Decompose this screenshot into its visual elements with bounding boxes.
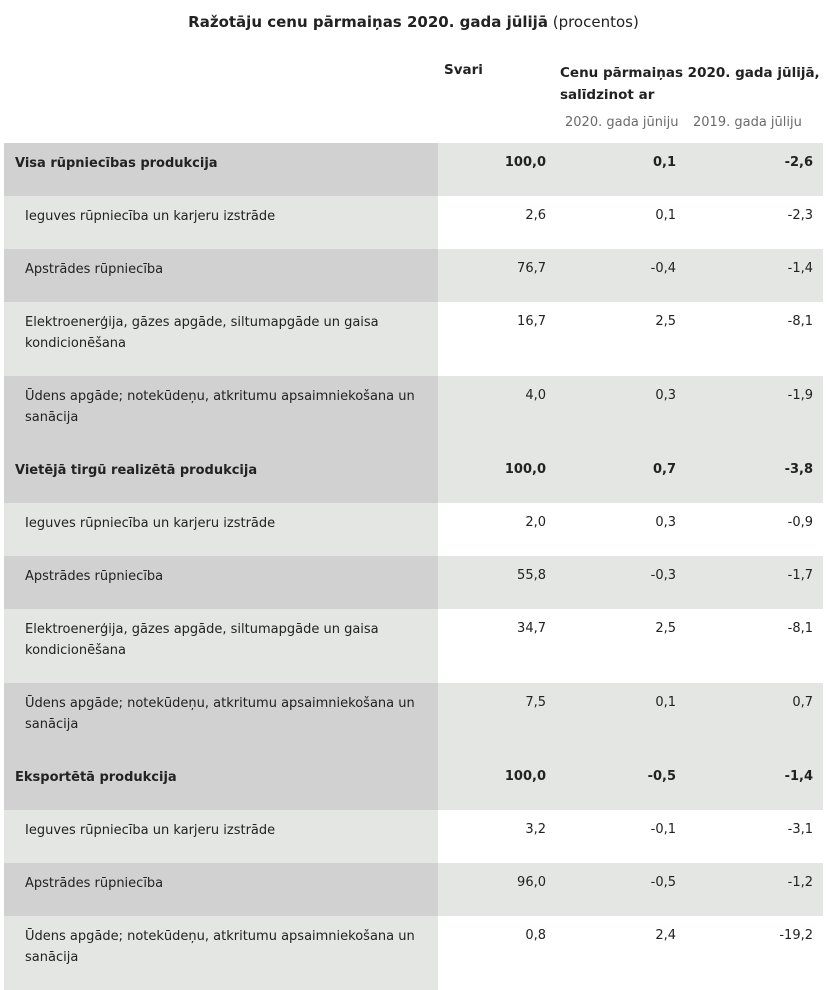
cell-year: -3,8: [676, 450, 823, 503]
row-label: Ūdens apgāde; notekūdeņu, atkritumu apsa…: [4, 376, 438, 450]
cell-weight: 100,0: [438, 143, 548, 196]
cell-weight: 16,7: [438, 302, 548, 376]
cell-year: -1,4: [676, 757, 823, 810]
row-label: Apstrādes rūpniecība: [4, 863, 438, 916]
cell-year: -2,6: [676, 143, 823, 196]
row-label: Ūdens apgāde; notekūdeņu, atkritumu apsa…: [4, 683, 438, 757]
row-label: Apstrādes rūpniecība: [4, 249, 438, 302]
cell-year: -1,2: [676, 863, 823, 916]
row-label: Eksportētā produkcija: [4, 757, 438, 810]
cell-year: -1,9: [676, 376, 823, 450]
header-sub-year: 2019. gada jūliju: [693, 115, 802, 130]
table-row: Apstrādes rūpniecība 55,8 -0,3 -1,7: [4, 556, 823, 609]
title-unit: (procentos): [552, 13, 639, 31]
cell-year: -8,1: [676, 609, 823, 683]
header-change: Cenu pārmaiņas 2020. gada jūlijā, salīdz…: [560, 62, 820, 106]
cell-month: 0,1: [548, 196, 676, 249]
cell-weight: 96,0: [438, 863, 548, 916]
cell-month: 2,5: [548, 302, 676, 376]
cell-weight: 2,6: [438, 196, 548, 249]
data-table: Visa rūpniecības produkcija 100,0 0,1 -2…: [4, 143, 823, 990]
header-weights: Svari: [444, 62, 483, 78]
table-row: Elektroenerģija, gāzes apgāde, siltumapg…: [4, 609, 823, 683]
cell-year: -3,1: [676, 810, 823, 863]
table-row: Apstrādes rūpniecība 76,7 -0,4 -1,4: [4, 249, 823, 302]
table-row: Ūdens apgāde; notekūdeņu, atkritumu apsa…: [4, 376, 823, 450]
table-row-group: Visa rūpniecības produkcija 100,0 0,1 -2…: [4, 143, 823, 196]
row-label: Ieguves rūpniecība un karjeru izstrāde: [4, 196, 438, 249]
cell-month: 0,1: [548, 143, 676, 196]
cell-month: -0,4: [548, 249, 676, 302]
row-label: Vietējā tirgū realizētā produkcija: [4, 450, 438, 503]
cell-year: -1,7: [676, 556, 823, 609]
title-main: Ražotāju cenu pārmaiņas 2020. gada jūlij…: [188, 13, 548, 31]
cell-weight: 34,7: [438, 609, 548, 683]
row-label: Ūdens apgāde; notekūdeņu, atkritumu apsa…: [4, 916, 438, 990]
cell-month: -0,1: [548, 810, 676, 863]
header-sub-month: 2020. gada jūniju: [565, 115, 679, 130]
cell-month: 2,4: [548, 916, 676, 990]
cell-month: -0,5: [548, 863, 676, 916]
table-row: Apstrādes rūpniecība 96,0 -0,5 -1,2: [4, 863, 823, 916]
cell-weight: 0,8: [438, 916, 548, 990]
cell-month: 0,3: [548, 503, 676, 556]
row-label: Elektroenerģija, gāzes apgāde, siltumapg…: [4, 609, 438, 683]
cell-year: -2,3: [676, 196, 823, 249]
cell-year: -19,2: [676, 916, 823, 990]
page: Ražotāju cenu pārmaiņas 2020. gada jūlij…: [0, 13, 827, 990]
row-label: Visa rūpniecības produkcija: [4, 143, 438, 196]
table-row-group: Eksportētā produkcija 100,0 -0,5 -1,4: [4, 757, 823, 810]
cell-weight: 55,8: [438, 556, 548, 609]
cell-weight: 7,5: [438, 683, 548, 757]
cell-weight: 3,2: [438, 810, 548, 863]
cell-month: 2,5: [548, 609, 676, 683]
row-label: Ieguves rūpniecība un karjeru izstrāde: [4, 810, 438, 863]
cell-month: 0,1: [548, 683, 676, 757]
header-change-line1: Cenu pārmaiņas 2020. gada jūlijā,: [560, 65, 820, 81]
cell-weight: 100,0: [438, 757, 548, 810]
table-title: Ražotāju cenu pārmaiņas 2020. gada jūlij…: [0, 13, 827, 31]
cell-month: 0,3: [548, 376, 676, 450]
cell-year: -8,1: [676, 302, 823, 376]
cell-month: 0,7: [548, 450, 676, 503]
cell-weight: 4,0: [438, 376, 548, 450]
header-change-line2: salīdzinot ar: [560, 87, 655, 103]
row-label: Apstrādes rūpniecība: [4, 556, 438, 609]
table-row: Ieguves rūpniecība un karjeru izstrāde 2…: [4, 503, 823, 556]
cell-month: -0,5: [548, 757, 676, 810]
cell-weight: 100,0: [438, 450, 548, 503]
cell-month: -0,3: [548, 556, 676, 609]
cell-year: -1,4: [676, 249, 823, 302]
table-row: Elektroenerģija, gāzes apgāde, siltumapg…: [4, 302, 823, 376]
table-row-group: Vietējā tirgū realizētā produkcija 100,0…: [4, 450, 823, 503]
cell-year: -0,9: [676, 503, 823, 556]
row-label: Ieguves rūpniecība un karjeru izstrāde: [4, 503, 438, 556]
table-row: Ieguves rūpniecība un karjeru izstrāde 3…: [4, 810, 823, 863]
cell-year: 0,7: [676, 683, 823, 757]
cell-weight: 76,7: [438, 249, 548, 302]
table-row: Ūdens apgāde; notekūdeņu, atkritumu apsa…: [4, 683, 823, 757]
row-label: Elektroenerģija, gāzes apgāde, siltumapg…: [4, 302, 438, 376]
cell-weight: 2,0: [438, 503, 548, 556]
table-row: Ūdens apgāde; notekūdeņu, atkritumu apsa…: [4, 916, 823, 990]
table-row: Ieguves rūpniecība un karjeru izstrāde 2…: [4, 196, 823, 249]
